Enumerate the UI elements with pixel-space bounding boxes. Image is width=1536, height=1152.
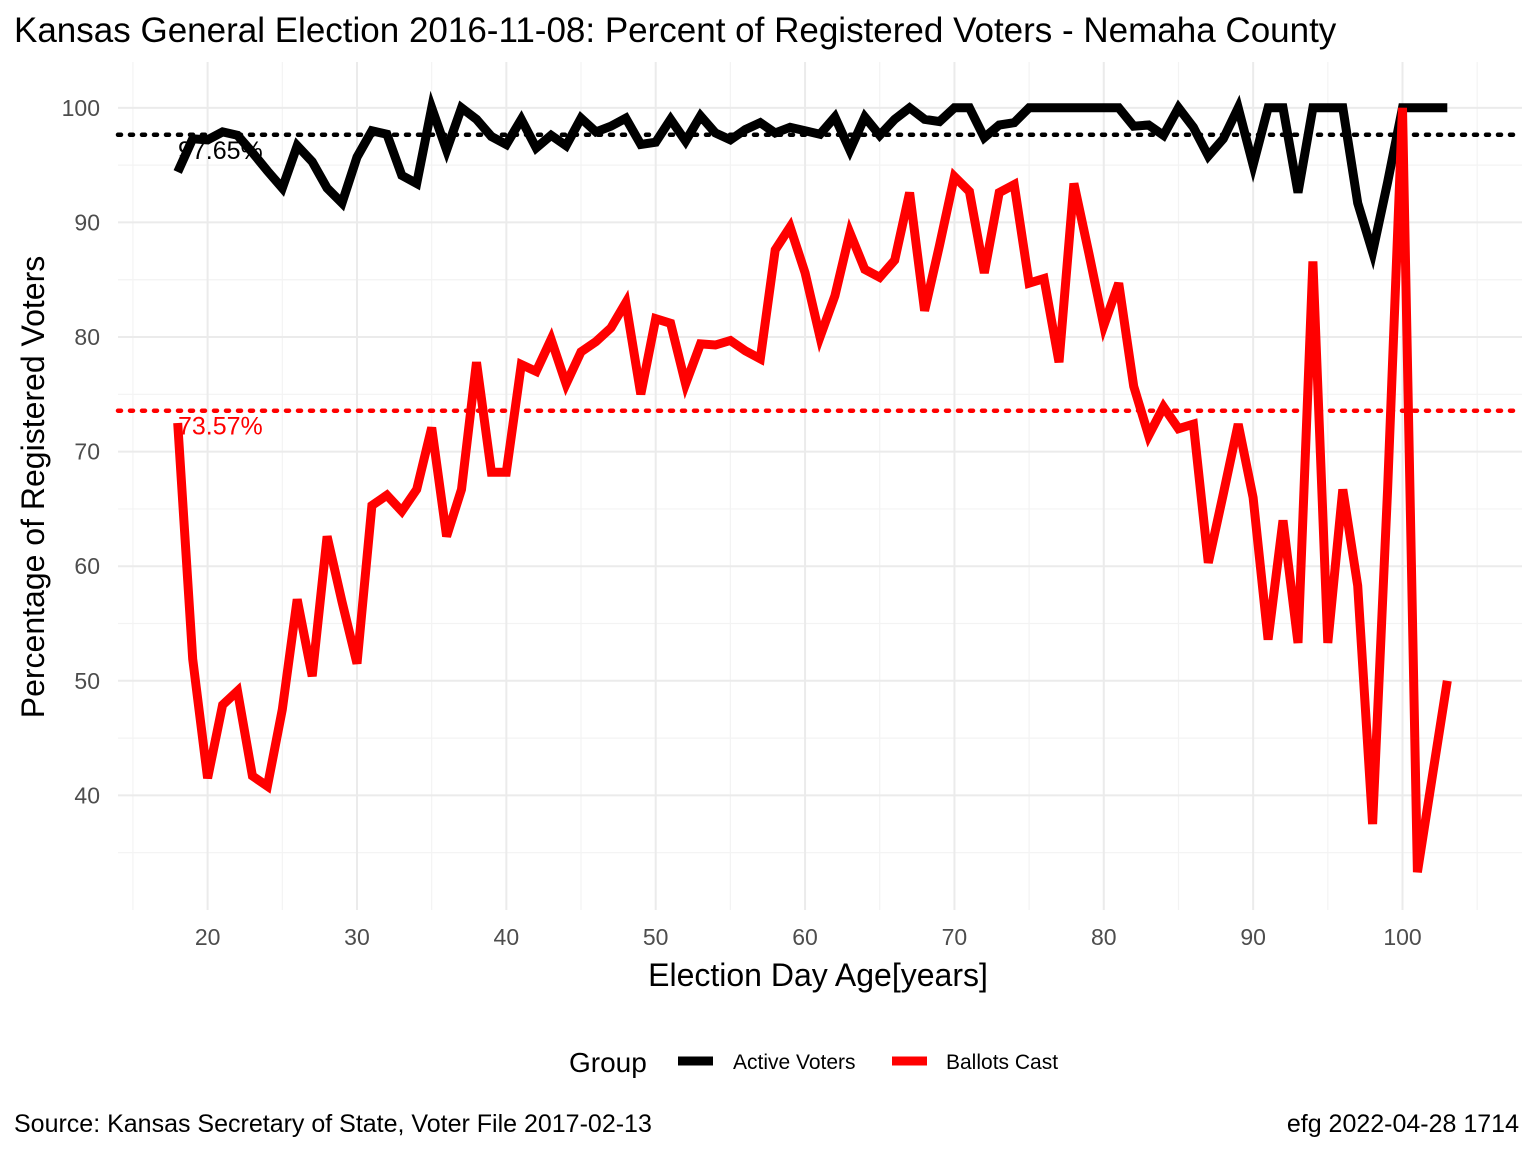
reference-label: 73.57%: [178, 413, 263, 441]
x-axis-tick-labels: 20 30 40 50 60 70 80 90 100: [195, 924, 1422, 950]
y-tick-label: 100: [62, 95, 100, 121]
legend: Group Active Voters Ballots Cast: [569, 1047, 1058, 1078]
series-lines: [173, 90, 1452, 873]
y-axis-tick-labels: 40 50 60 70 80 90 100: [62, 95, 100, 809]
x-tick-label: 80: [1091, 924, 1117, 950]
x-tick-label: 50: [643, 924, 669, 950]
reference-label: 97.65%: [178, 137, 263, 165]
y-tick-label: 50: [74, 668, 100, 694]
legend-title: Group: [569, 1047, 647, 1078]
y-tick-label: 90: [74, 209, 100, 235]
legend-label-active-voters: Active Voters: [733, 1051, 856, 1074]
minor-gridlines: [118, 62, 1522, 910]
x-tick-label: 90: [1240, 924, 1266, 950]
y-tick-label: 60: [74, 553, 100, 579]
x-tick-label: 20: [195, 924, 221, 950]
source-caption: Source: Kansas Secretary of State, Voter…: [14, 1110, 652, 1138]
x-tick-label: 100: [1383, 924, 1421, 950]
series-line-ballots-cast: [173, 107, 1452, 873]
y-tick-label: 80: [74, 324, 100, 350]
chart-title: Kansas General Election 2016-11-08: Perc…: [14, 11, 1337, 50]
legend-label-ballots-cast: Ballots Cast: [946, 1051, 1058, 1074]
x-tick-label: 40: [494, 924, 520, 950]
y-tick-label: 40: [74, 782, 100, 808]
x-tick-label: 30: [344, 924, 370, 950]
x-tick-label: 70: [942, 924, 968, 950]
y-tick-label: 70: [74, 439, 100, 465]
x-tick-label: 60: [792, 924, 818, 950]
y-axis-title: Percentage of Registered Voters: [15, 256, 51, 719]
author-timestamp: efg 2022-04-28 1714: [1287, 1110, 1519, 1138]
x-axis-title: Election Day Age[years]: [648, 957, 988, 993]
reference-labels: 97.65% 73.57%: [178, 137, 263, 441]
series-line-active-voters: [173, 90, 1448, 271]
